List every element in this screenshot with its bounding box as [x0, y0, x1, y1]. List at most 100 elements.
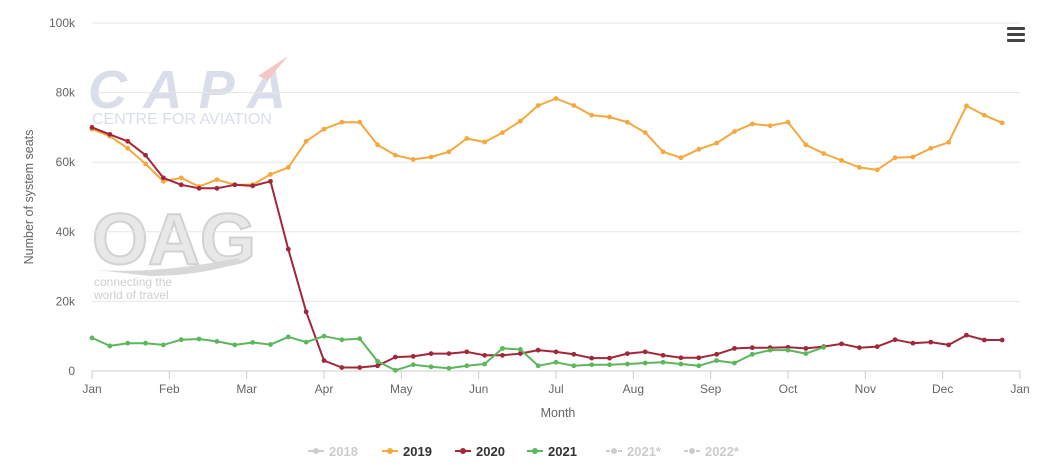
data-point-2020[interactable] — [375, 363, 380, 369]
series-2021[interactable] — [89, 333, 827, 373]
data-point-2021[interactable] — [624, 361, 630, 367]
data-point-2019[interactable] — [178, 175, 184, 181]
data-point-2021[interactable] — [803, 351, 809, 356]
data-point-2020[interactable] — [732, 345, 737, 351]
data-point-2020[interactable] — [874, 344, 880, 350]
data-point-2019[interactable] — [268, 171, 273, 177]
data-point-2019[interactable] — [928, 145, 934, 151]
data-point-2021[interactable] — [232, 342, 238, 348]
data-point-2020[interactable] — [428, 351, 434, 356]
data-point-2021[interactable] — [749, 351, 755, 357]
data-point-2020[interactable] — [803, 345, 809, 351]
data-point-2019[interactable] — [125, 145, 131, 151]
data-point-2019[interactable] — [660, 149, 666, 155]
data-point-2019[interactable] — [714, 140, 720, 146]
data-point-2021[interactable] — [767, 347, 773, 353]
data-point-2021[interactable] — [571, 363, 577, 369]
data-point-2019[interactable] — [553, 96, 559, 101]
data-point-2020[interactable] — [749, 345, 755, 351]
data-point-2019[interactable] — [856, 165, 862, 170]
data-point-2019[interactable] — [732, 129, 737, 134]
data-point-2021[interactable] — [107, 343, 113, 349]
data-point-2020[interactable] — [303, 309, 309, 315]
legend-item-2020[interactable]: 2020 — [455, 444, 505, 459]
data-point-2021[interactable] — [517, 347, 523, 352]
data-point-2021[interactable] — [428, 364, 434, 370]
data-point-2020[interactable] — [214, 185, 220, 191]
data-point-2019[interactable] — [428, 154, 434, 160]
data-point-2019[interactable] — [500, 130, 505, 136]
data-point-2019[interactable] — [143, 161, 148, 167]
data-point-2019[interactable] — [464, 136, 470, 141]
data-point-2019[interactable] — [749, 121, 755, 127]
data-point-2019[interactable] — [517, 118, 523, 124]
data-point-2021[interactable] — [125, 340, 131, 346]
data-point-2021[interactable] — [464, 363, 470, 369]
data-point-2019[interactable] — [981, 112, 987, 118]
data-point-2020[interactable] — [196, 185, 202, 191]
data-point-2020[interactable] — [143, 152, 148, 158]
data-point-2021[interactable] — [375, 358, 380, 364]
data-point-2020[interactable] — [856, 345, 862, 351]
data-point-2021[interactable] — [446, 365, 452, 371]
data-point-2019[interactable] — [839, 158, 844, 163]
data-point-2019[interactable] — [214, 177, 220, 183]
data-point-2021[interactable] — [339, 337, 345, 343]
legend-item-2019[interactable]: 2019 — [382, 444, 432, 459]
data-point-2020[interactable] — [446, 351, 452, 356]
data-point-2021[interactable] — [214, 339, 220, 344]
data-point-2019[interactable] — [821, 151, 827, 156]
data-point-2020[interactable] — [839, 341, 844, 347]
data-point-2020[interactable] — [125, 138, 131, 144]
data-point-2019[interactable] — [642, 130, 648, 136]
data-point-2020[interactable] — [553, 349, 559, 355]
data-point-2021[interactable] — [642, 360, 648, 366]
chart-menu-button[interactable] — [1003, 24, 1029, 46]
data-point-2019[interactable] — [589, 112, 595, 118]
data-point-2021[interactable] — [268, 342, 273, 347]
data-point-2020[interactable] — [160, 175, 166, 181]
data-point-2021[interactable] — [160, 342, 166, 348]
data-point-2019[interactable] — [607, 114, 612, 120]
data-point-2019[interactable] — [535, 103, 541, 108]
data-point-2021[interactable] — [250, 340, 256, 345]
data-point-2020[interactable] — [357, 365, 363, 370]
data-point-2020[interactable] — [714, 351, 720, 357]
data-point-2020[interactable] — [999, 337, 1005, 343]
data-point-2021[interactable] — [357, 336, 363, 342]
data-point-2019[interactable] — [785, 119, 791, 125]
data-point-2021[interactable] — [143, 340, 148, 346]
data-point-2020[interactable] — [321, 358, 327, 363]
data-point-2020[interactable] — [624, 351, 630, 356]
data-point-2020[interactable] — [981, 337, 987, 343]
data-point-2019[interactable] — [303, 138, 309, 144]
data-point-2019[interactable] — [375, 142, 380, 148]
data-point-2020[interactable] — [410, 353, 416, 359]
data-point-2021[interactable] — [714, 358, 720, 363]
data-point-2019[interactable] — [357, 119, 363, 125]
series-2020[interactable] — [89, 125, 1005, 370]
data-point-2020[interactable] — [178, 182, 184, 188]
data-point-2020[interactable] — [892, 337, 898, 343]
data-point-2021[interactable] — [482, 361, 488, 367]
data-point-2021[interactable] — [392, 367, 398, 373]
data-point-2021[interactable] — [410, 362, 416, 368]
data-point-2020[interactable] — [268, 178, 273, 184]
data-point-2020[interactable] — [678, 355, 684, 361]
data-point-2021[interactable] — [553, 359, 559, 365]
data-point-2019[interactable] — [321, 126, 327, 132]
data-point-2019[interactable] — [892, 155, 898, 161]
data-point-2019[interactable] — [392, 152, 398, 158]
data-point-2020[interactable] — [250, 183, 256, 189]
data-point-2021[interactable] — [589, 362, 595, 368]
data-point-2019[interactable] — [160, 178, 166, 184]
data-point-2020[interactable] — [392, 354, 398, 360]
data-point-2019[interactable] — [803, 142, 809, 148]
data-point-2020[interactable] — [482, 352, 488, 358]
data-point-2021[interactable] — [285, 334, 291, 340]
data-point-2021[interactable] — [696, 363, 702, 369]
data-point-2019[interactable] — [624, 119, 630, 125]
data-point-2020[interactable] — [607, 355, 612, 361]
data-point-2021[interactable] — [303, 339, 309, 345]
data-point-2021[interactable] — [660, 359, 666, 365]
